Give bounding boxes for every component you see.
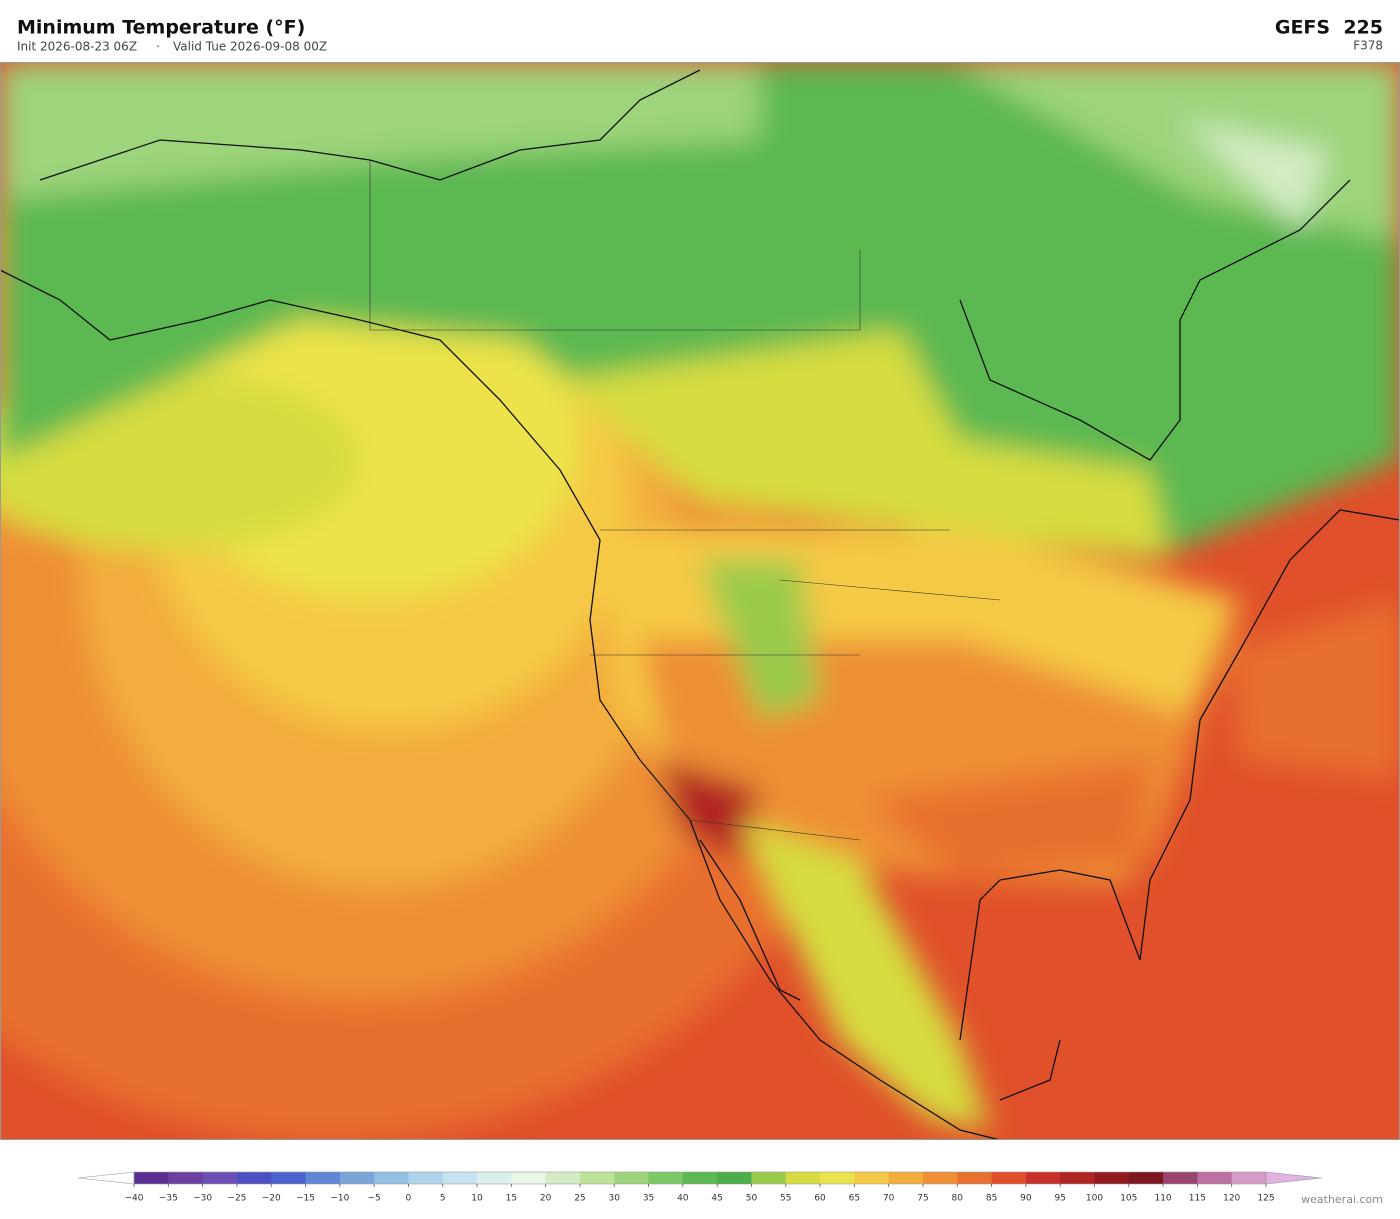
colorbar-bin [168,1172,204,1184]
colorbar-bin [1231,1172,1267,1184]
colorbar-tick-label: 40 [677,1194,689,1204]
colorbar-bin [1197,1172,1233,1184]
colorbar-tick-label: 100 [1086,1194,1103,1204]
colorbar-tick-label: 45 [711,1194,722,1204]
model-name: GEFS 225 [1275,17,1383,39]
title: Minimum Temperature (°F) [17,17,305,39]
colorbar-bin [579,1172,615,1184]
colorbar-tick-label: 95 [1054,1194,1065,1204]
colorbar-tick-label: 75 [917,1194,928,1204]
colorbar-bin [1163,1172,1198,1184]
colorbar-tick-label: 85 [986,1194,997,1204]
colorbar-bin [202,1172,238,1184]
colorbar-tick-label: 55 [780,1194,791,1204]
colorbar-tick-label: 110 [1154,1194,1171,1204]
colorbar-bin [134,1172,169,1184]
colorbar-bin [682,1172,718,1184]
separator: · [156,40,160,54]
colorbar-tick-label: 115 [1189,1194,1206,1204]
colorbar-bin [339,1172,375,1184]
colorbar-bin [888,1172,924,1184]
colorbar-bin [751,1172,787,1184]
colorbar-tick-label: 15 [506,1194,517,1204]
colorbar-tick-label: 80 [952,1194,964,1204]
colorbar-bin [305,1172,341,1184]
colorbar-bin [408,1172,444,1184]
colorbar-tick-label: 35 [643,1194,654,1204]
colorbar-frame [133,1171,1267,1185]
colorbar-tick-label: 0 [406,1194,412,1204]
colorbar-tick-label: 60 [814,1194,826,1204]
colorbar-over [1265,1171,1323,1185]
colorbar: −40 −35 −30 −25 −20 −15 −10 −5 0 5 10 15 20 25 30 35 40 4… [77,1171,1323,1204]
colorbar-tick-label: 10 [471,1194,483,1204]
colorbar-bin [820,1172,855,1184]
colorbar-bin [511,1172,547,1184]
colorbar-tick-label: 105 [1120,1194,1137,1204]
colorbar-tick-label: −35 [159,1194,178,1204]
colorbar-bin [477,1172,512,1184]
colorbar-tick-label: −30 [193,1194,212,1204]
colorbar-bin [785,1172,821,1184]
colorbar-bin [271,1172,306,1184]
colorbar-bin [442,1172,478,1184]
colorbar-tick-label: −5 [367,1194,380,1204]
colorbar-tick-label: −10 [330,1194,349,1204]
colorbar-tick-label: −20 [262,1194,281,1204]
colorbar-tick-label: 20 [540,1194,552,1204]
colorbar-bin [717,1172,752,1184]
valid-time: Valid Tue 2026-09-08 00Z [173,40,327,54]
colorbar-tick-label: 125 [1257,1194,1274,1204]
colorbar-tick-label: 120 [1223,1194,1240,1204]
colorbar-tick-label: 90 [1020,1194,1032,1204]
colorbar-bin [545,1172,581,1184]
colorbar-bin [374,1172,409,1184]
map [0,62,1400,1140]
colorbar-tick-label: 5 [440,1194,446,1204]
colorbar-bin [648,1172,684,1184]
colorbar-bin [236,1172,272,1184]
colorbar-tick-label: 65 [849,1194,860,1204]
colorbar-bin [614,1172,649,1184]
colorbar-bin [1025,1172,1061,1184]
init-time: Init 2026-08-23 06Z [17,40,137,54]
colorbar-tick-label: 50 [746,1194,758,1204]
colorbar-bin [922,1172,958,1184]
colorbar-bin [1094,1172,1130,1184]
credit: weatherai.com [1301,1193,1383,1206]
forecast-hour: F378 [1353,39,1383,53]
colorbar-under [77,1171,135,1185]
colorbar-bin [957,1172,992,1184]
colorbar-bin [854,1172,890,1184]
colorbar-bin [1128,1172,1164,1184]
colorbar-tick-label: −40 [125,1194,144,1204]
colorbar-bin [991,1172,1027,1184]
colorbar-tick-label: 30 [609,1194,621,1204]
colorbar-tick-label: 70 [883,1194,895,1204]
colorbar-bin [1060,1172,1095,1184]
colorbar-tick-label: −25 [227,1194,246,1204]
colorbar-tick-label: −15 [296,1194,315,1204]
colorbar-tick-label: 25 [574,1194,585,1204]
